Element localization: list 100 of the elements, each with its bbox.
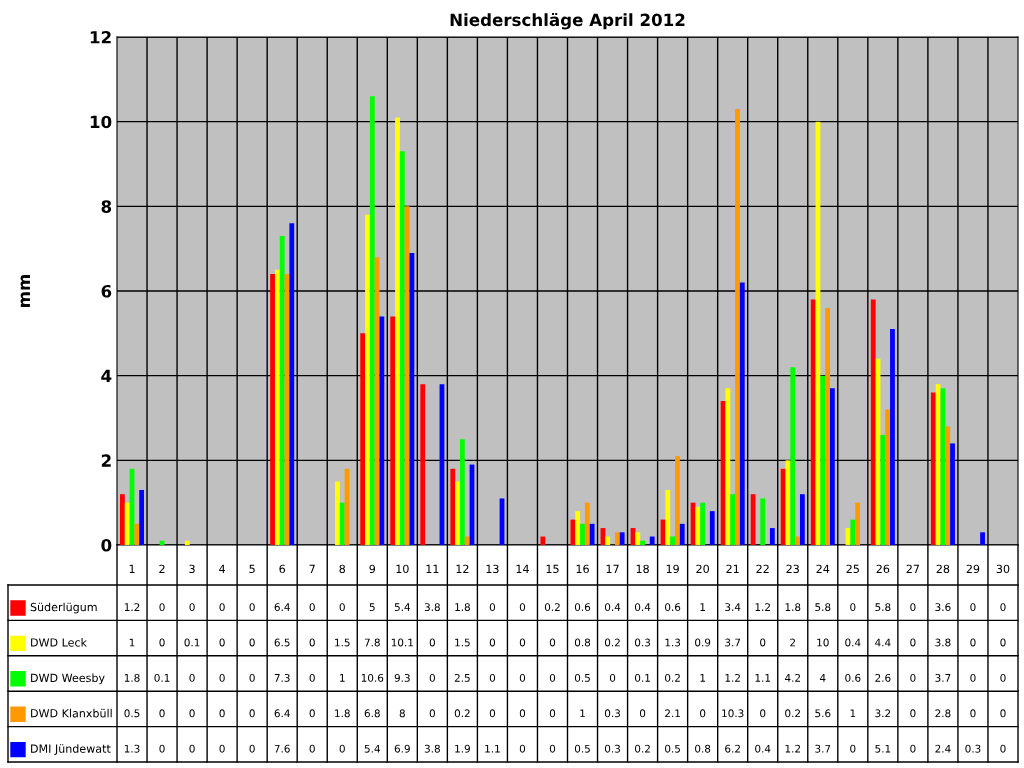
bar [459, 439, 465, 545]
x-tick-label: 14 [516, 564, 529, 573]
bar [725, 388, 731, 545]
bar [810, 299, 816, 545]
data-label: 3.6 [935, 603, 951, 612]
bar [750, 494, 756, 545]
data-label: 0 [970, 603, 976, 612]
bar [395, 117, 400, 545]
data-label: 0 [850, 744, 856, 753]
x-tick-label: 17 [606, 564, 619, 573]
x-tick-label: 24 [816, 564, 830, 573]
data-label: 3.8 [935, 638, 951, 647]
data-label: 0 [1000, 709, 1006, 718]
data-label: 7.8 [364, 638, 380, 647]
bar [369, 96, 375, 545]
bar [335, 481, 340, 545]
data-label: 0.5 [124, 709, 140, 718]
data-label: 0 [339, 744, 345, 753]
data-label: 0 [519, 673, 526, 682]
x-tick-label: 22 [756, 564, 769, 573]
data-label: 1 [580, 709, 585, 718]
bar [274, 269, 280, 545]
data-label: 1.8 [335, 709, 350, 718]
y-axis-title: mm [20, 274, 30, 307]
x-tick-label: 12 [456, 564, 469, 573]
data-label: 0 [1000, 638, 1006, 647]
bar [605, 536, 611, 545]
bar [780, 468, 786, 545]
data-label: 0 [519, 709, 526, 718]
data-label: 0.4 [845, 638, 861, 647]
data-label: 0 [189, 603, 195, 612]
bar [640, 540, 645, 545]
bar [790, 367, 796, 545]
bar [735, 108, 740, 545]
bar [584, 502, 590, 545]
data-label: 5.6 [815, 709, 831, 718]
data-label: 0.1 [154, 673, 170, 682]
bar [390, 316, 396, 545]
legend-label: Süderlügum [30, 602, 97, 614]
x-tick-label: 4 [219, 564, 226, 573]
x-tick-label: 23 [786, 564, 799, 574]
data-label: 2.8 [935, 709, 951, 718]
bar [695, 506, 701, 545]
data-label: 0 [429, 638, 435, 647]
data-label: 1.8 [124, 673, 140, 682]
bar [870, 299, 876, 545]
data-label: 0.6 [665, 603, 681, 612]
bar [760, 498, 766, 545]
data-label: 2.5 [454, 673, 470, 682]
data-label: 0 [249, 673, 255, 682]
data-label: 0 [309, 603, 315, 612]
data-label: 0.4 [634, 603, 651, 612]
data-label: 6.4 [274, 709, 290, 718]
data-label: 0 [309, 744, 315, 753]
data-label: 0 [249, 638, 255, 647]
y-tick-label: 12 [90, 30, 111, 44]
data-label: 7.6 [274, 744, 290, 753]
x-tick-label: 7 [309, 564, 315, 573]
x-tick-label: 8 [339, 564, 346, 574]
x-tick-label: 30 [996, 564, 1010, 574]
data-label: 0 [219, 603, 225, 612]
bar [980, 532, 985, 545]
x-tick-label: 13 [486, 564, 499, 574]
data-label: 0.2 [665, 673, 680, 682]
bar [679, 523, 685, 545]
bar [124, 502, 130, 545]
bar [945, 426, 951, 545]
data-label: 0 [970, 709, 976, 718]
data-label: 3.8 [424, 603, 440, 612]
data-label: 1 [700, 603, 705, 611]
data-label: 0 [159, 744, 165, 753]
data-label: 3.7 [815, 744, 831, 753]
data-label: 0 [970, 673, 976, 682]
y-tick-label: 6 [101, 284, 112, 298]
data-label: 10.1 [391, 638, 413, 647]
data-label: 0 [850, 603, 856, 612]
x-tick-label: 10 [396, 564, 409, 574]
bar [709, 511, 715, 545]
data-label: 0.2 [634, 744, 650, 753]
data-label: 0 [189, 709, 195, 718]
data-label: 4.4 [875, 638, 891, 647]
data-label: 0 [159, 638, 165, 647]
data-label: 0 [519, 638, 526, 647]
x-tick-label: 19 [666, 564, 679, 574]
bar [700, 502, 706, 545]
data-label: 0.4 [755, 744, 771, 753]
data-label: 0 [760, 709, 766, 718]
y-tick-label: 0 [101, 538, 112, 552]
legend-label: DWD Weesby [31, 673, 105, 685]
data-label: 10.3 [722, 709, 744, 718]
data-label: 8 [399, 709, 405, 718]
data-label: 0.3 [965, 744, 981, 753]
y-tick-label: 2 [101, 454, 111, 467]
data-label: 0.2 [544, 603, 560, 612]
bar [799, 494, 805, 545]
data-label: 0 [549, 638, 556, 647]
bar [450, 468, 456, 545]
x-tick-label: 5 [249, 564, 255, 574]
data-label: 0 [489, 673, 496, 682]
data-label: 0 [910, 603, 916, 612]
